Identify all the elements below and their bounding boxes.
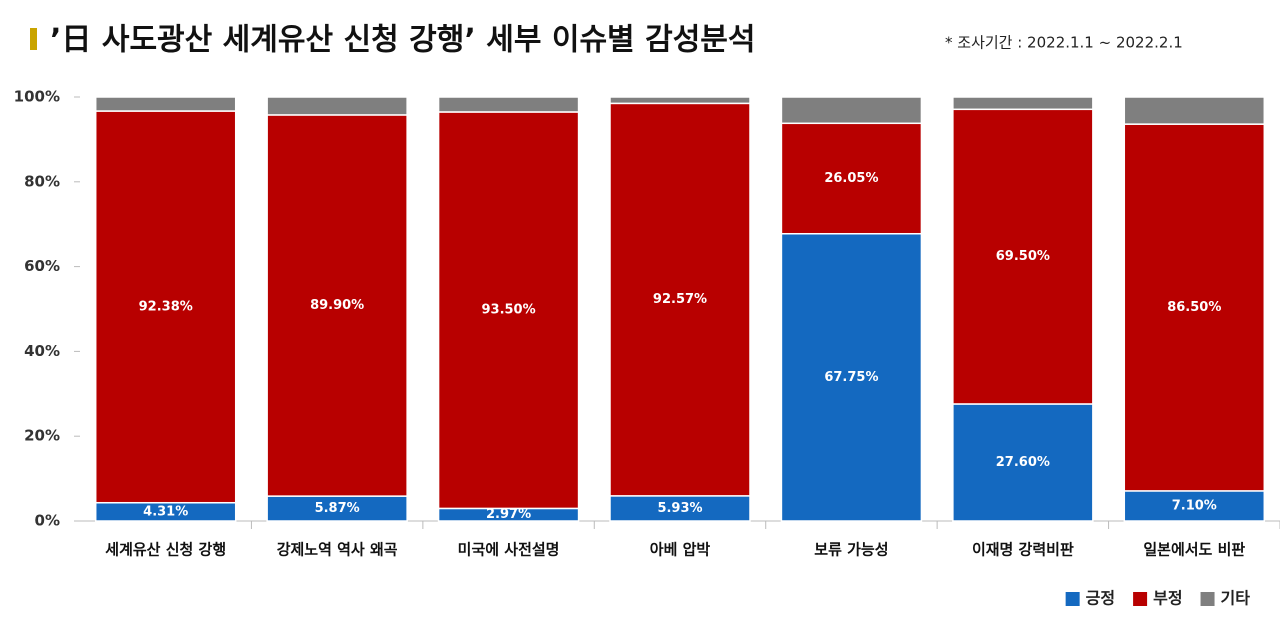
bar-segment xyxy=(1123,490,1266,522)
data-label: 4.31% xyxy=(143,504,188,519)
data-label: 5.87% xyxy=(315,501,360,516)
bar-segment xyxy=(609,102,751,497)
chart-subtitle: * 조사기간 : 2022.1.1 ~ 2022.2.1 xyxy=(945,34,1183,52)
legend-swatch xyxy=(1200,592,1215,606)
y-tick-label: 100% xyxy=(14,88,60,106)
bar-segment xyxy=(1123,123,1266,492)
y-tick-label: 40% xyxy=(24,342,60,360)
bar-segment xyxy=(780,232,923,522)
data-label: 67.75% xyxy=(824,370,878,385)
legend-swatch xyxy=(1133,592,1148,606)
x-tick-label: 아베 압박 xyxy=(650,541,711,559)
x-tick-label: 세계유산 신청 강행 xyxy=(105,541,226,559)
x-tick-label: 일본에서도 비판 xyxy=(1143,541,1245,559)
x-tick-label: 보류 가능성 xyxy=(814,541,888,559)
data-label: 27.60% xyxy=(996,455,1050,470)
y-tick-label: 20% xyxy=(24,427,60,445)
legend-label: 긍정 xyxy=(1086,589,1115,608)
bar-segment xyxy=(952,403,1094,522)
data-label: 93.50% xyxy=(481,303,535,318)
bar-segment xyxy=(952,108,1094,405)
bar-segment xyxy=(437,96,580,113)
bar-segment xyxy=(609,96,751,105)
data-label: 2.97% xyxy=(486,507,531,522)
legend-label: 부정 xyxy=(1153,589,1182,608)
data-label: 5.93% xyxy=(657,501,702,516)
x-tick-label: 미국에 사전설명 xyxy=(458,541,560,559)
y-tick-label: 0% xyxy=(35,512,60,530)
legend-swatch xyxy=(1065,592,1080,606)
x-tick-label: 강제노역 역사 왜곡 xyxy=(277,541,398,559)
bar-segment xyxy=(266,96,408,116)
legend-label: 기타 xyxy=(1221,589,1251,608)
bar-segment xyxy=(609,495,751,522)
bar-segment xyxy=(94,96,237,112)
bar-segment xyxy=(780,96,923,125)
data-label: 86.50% xyxy=(1167,300,1221,315)
x-tick-label: 이재명 강력비판 xyxy=(972,541,1074,559)
data-label: 26.05% xyxy=(824,171,878,186)
data-label: 92.57% xyxy=(653,292,707,307)
bar-segment xyxy=(437,111,580,510)
bar-segment xyxy=(952,96,1094,111)
data-label: 92.38% xyxy=(139,299,193,314)
bar-segment xyxy=(780,122,923,235)
chart-title: ’日 사도광산 세계유산 신청 강행’ 세부 이슈별 감성분석 xyxy=(50,23,756,58)
data-label: 89.90% xyxy=(310,298,364,313)
title-marker xyxy=(30,28,37,50)
data-label: 69.50% xyxy=(996,249,1050,264)
bar-segment xyxy=(1123,96,1266,125)
bar-segment xyxy=(94,110,237,504)
y-tick-label: 60% xyxy=(24,257,60,275)
data-label: 7.10% xyxy=(1172,498,1217,513)
y-tick-label: 80% xyxy=(24,172,60,190)
